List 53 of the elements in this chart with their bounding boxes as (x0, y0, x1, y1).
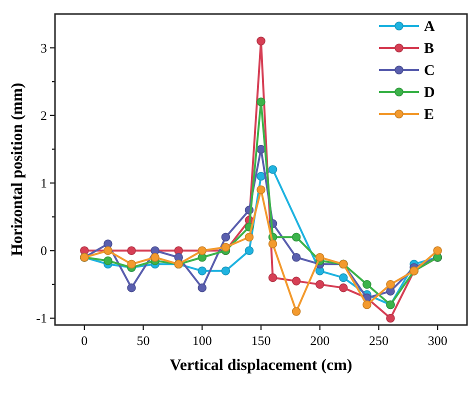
y-tick-label: -1 (36, 310, 47, 326)
point (256, 172, 266, 181)
x-axis-title: Vertical displacement (cm) (170, 357, 352, 374)
point (362, 280, 372, 289)
x-tick-label: 0 (81, 333, 88, 348)
point (104, 256, 112, 266)
point (198, 266, 207, 276)
point (256, 97, 266, 106)
legend-label: E (424, 107, 434, 123)
y-tick-label: 3 (40, 40, 47, 56)
x-tick-label: 200 (310, 333, 330, 348)
point (198, 283, 207, 292)
point (256, 185, 266, 194)
point (221, 242, 230, 252)
point (292, 252, 301, 262)
point (386, 314, 395, 323)
x-tick-label: 300 (428, 333, 448, 348)
point (339, 273, 348, 282)
point (268, 239, 278, 248)
point (315, 252, 324, 262)
point (292, 232, 301, 242)
legend-label: B (424, 41, 434, 57)
point (244, 246, 254, 256)
point (386, 280, 395, 289)
point (268, 165, 278, 174)
legend-label: C (424, 63, 435, 79)
point (339, 283, 348, 292)
x-tick-label: 50 (136, 333, 150, 348)
point (127, 283, 136, 292)
y-tick-label: 2 (40, 108, 47, 123)
point (244, 232, 254, 242)
y-tick-label: 1 (40, 176, 47, 191)
point (127, 246, 136, 256)
x-tick-label: 250 (368, 333, 388, 348)
point (362, 300, 372, 310)
point (268, 273, 278, 282)
legend-label: D (424, 85, 435, 101)
y-tick-label: 0 (40, 243, 47, 258)
point (221, 232, 230, 242)
point (198, 246, 207, 256)
x-tick-label: 100 (192, 333, 212, 348)
x-tick-label: 150 (251, 333, 271, 348)
point (221, 266, 230, 276)
point (127, 260, 136, 269)
y-axis-title: Horizontal position (mm) (9, 82, 26, 256)
point (292, 276, 301, 286)
legend-label: A (424, 19, 435, 35)
point (256, 36, 266, 46)
point (150, 252, 160, 262)
point (315, 280, 324, 289)
point (433, 246, 442, 256)
point (292, 307, 301, 316)
point (104, 246, 112, 256)
